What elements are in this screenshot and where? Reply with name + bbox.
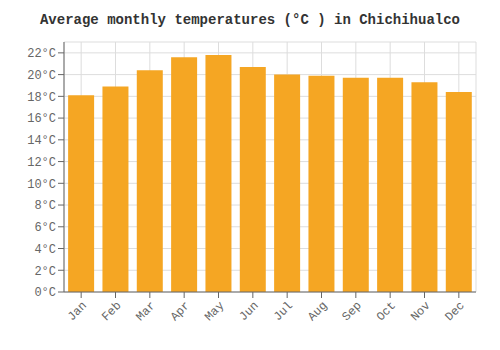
svg-text:Apr: Apr xyxy=(168,299,193,324)
svg-text:8°C: 8°C xyxy=(34,199,56,213)
svg-text:Jul: Jul xyxy=(271,299,296,324)
svg-text:Nov: Nov xyxy=(408,299,433,324)
svg-text:May: May xyxy=(202,299,227,324)
svg-text:Jan: Jan xyxy=(65,299,90,324)
svg-text:Sep: Sep xyxy=(340,299,365,324)
svg-text:18°C: 18°C xyxy=(27,91,56,105)
svg-text:Oct: Oct xyxy=(374,299,399,324)
svg-text:6°C: 6°C xyxy=(34,221,56,235)
svg-text:16°C: 16°C xyxy=(27,112,56,126)
svg-text:14°C: 14°C xyxy=(27,134,56,148)
svg-text:Dec: Dec xyxy=(443,299,468,324)
html-text:Average monthly temperatures (: Average monthly temperatures (°C ) in Ch… xyxy=(40,12,460,28)
svg-text:20°C: 20°C xyxy=(27,69,56,83)
svg-text:4°C: 4°C xyxy=(34,243,56,257)
svg-text:Feb: Feb xyxy=(99,299,124,324)
svg-text:22°C: 22°C xyxy=(27,47,56,61)
svg-text:12°C: 12°C xyxy=(27,156,56,170)
svg-text:0°C: 0°C xyxy=(34,286,56,300)
svg-text:Jun: Jun xyxy=(237,299,262,324)
svg-text:Mar: Mar xyxy=(134,299,159,324)
svg-text:2°C: 2°C xyxy=(34,265,56,279)
svg-text:10°C: 10°C xyxy=(27,178,56,192)
svg-text:Aug: Aug xyxy=(305,299,330,324)
